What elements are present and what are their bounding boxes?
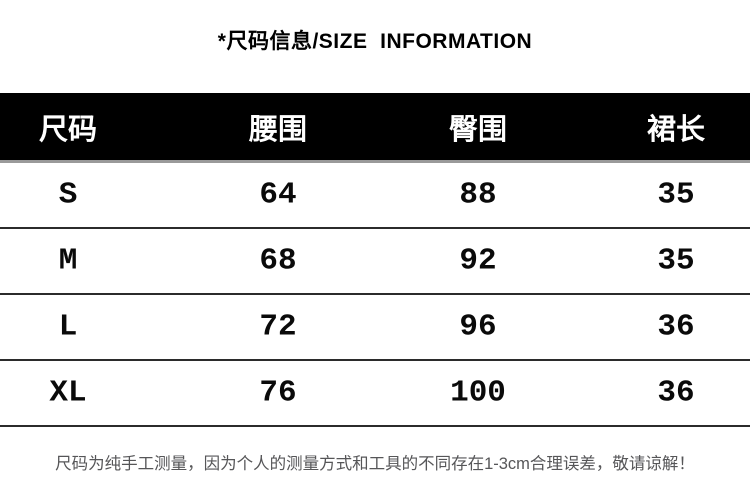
table-row-l: L 72 96 36 [0, 295, 750, 361]
column-header-hip: 臀围 [448, 113, 508, 146]
cell-waist: 72 [259, 309, 297, 345]
table-row-xl: XL 76 100 36 [0, 361, 750, 427]
column-header-length: 裙长 [646, 113, 706, 146]
cell-waist: 76 [259, 375, 297, 411]
page-title: *尺码信息/SIZE INFORMATION [217, 30, 533, 53]
table-row-m: M 68 92 35 [0, 229, 750, 295]
table-header-row: 尺码 腰围 臀围 裙长 [0, 93, 750, 163]
cell-length: 36 [657, 375, 695, 411]
cell-waist: 64 [259, 177, 297, 213]
size-table: 尺码 腰围 臀围 裙长 S 64 88 35 M 68 92 35 L 72 9… [0, 93, 750, 427]
cell-hip: 92 [459, 243, 497, 279]
cell-size: L [58, 309, 78, 345]
column-header-waist: 腰围 [248, 113, 308, 146]
cell-size: XL [49, 375, 87, 411]
cell-length: 36 [657, 309, 695, 345]
table-row-s: S 64 88 35 [0, 163, 750, 229]
cell-size: M [58, 243, 78, 279]
column-header-size: 尺码 [38, 113, 98, 146]
cell-waist: 68 [259, 243, 297, 279]
cell-size: S [58, 177, 78, 213]
cell-hip: 100 [450, 375, 506, 411]
cell-hip: 88 [459, 177, 497, 213]
cell-hip: 96 [459, 309, 497, 345]
cell-length: 35 [657, 177, 695, 213]
cell-length: 35 [657, 243, 695, 279]
measurement-disclaimer-note: 尺码为纯手工测量，因为个人的测量方式和工具的不同存在1-3cm合理误差，敬请谅解… [55, 455, 695, 473]
